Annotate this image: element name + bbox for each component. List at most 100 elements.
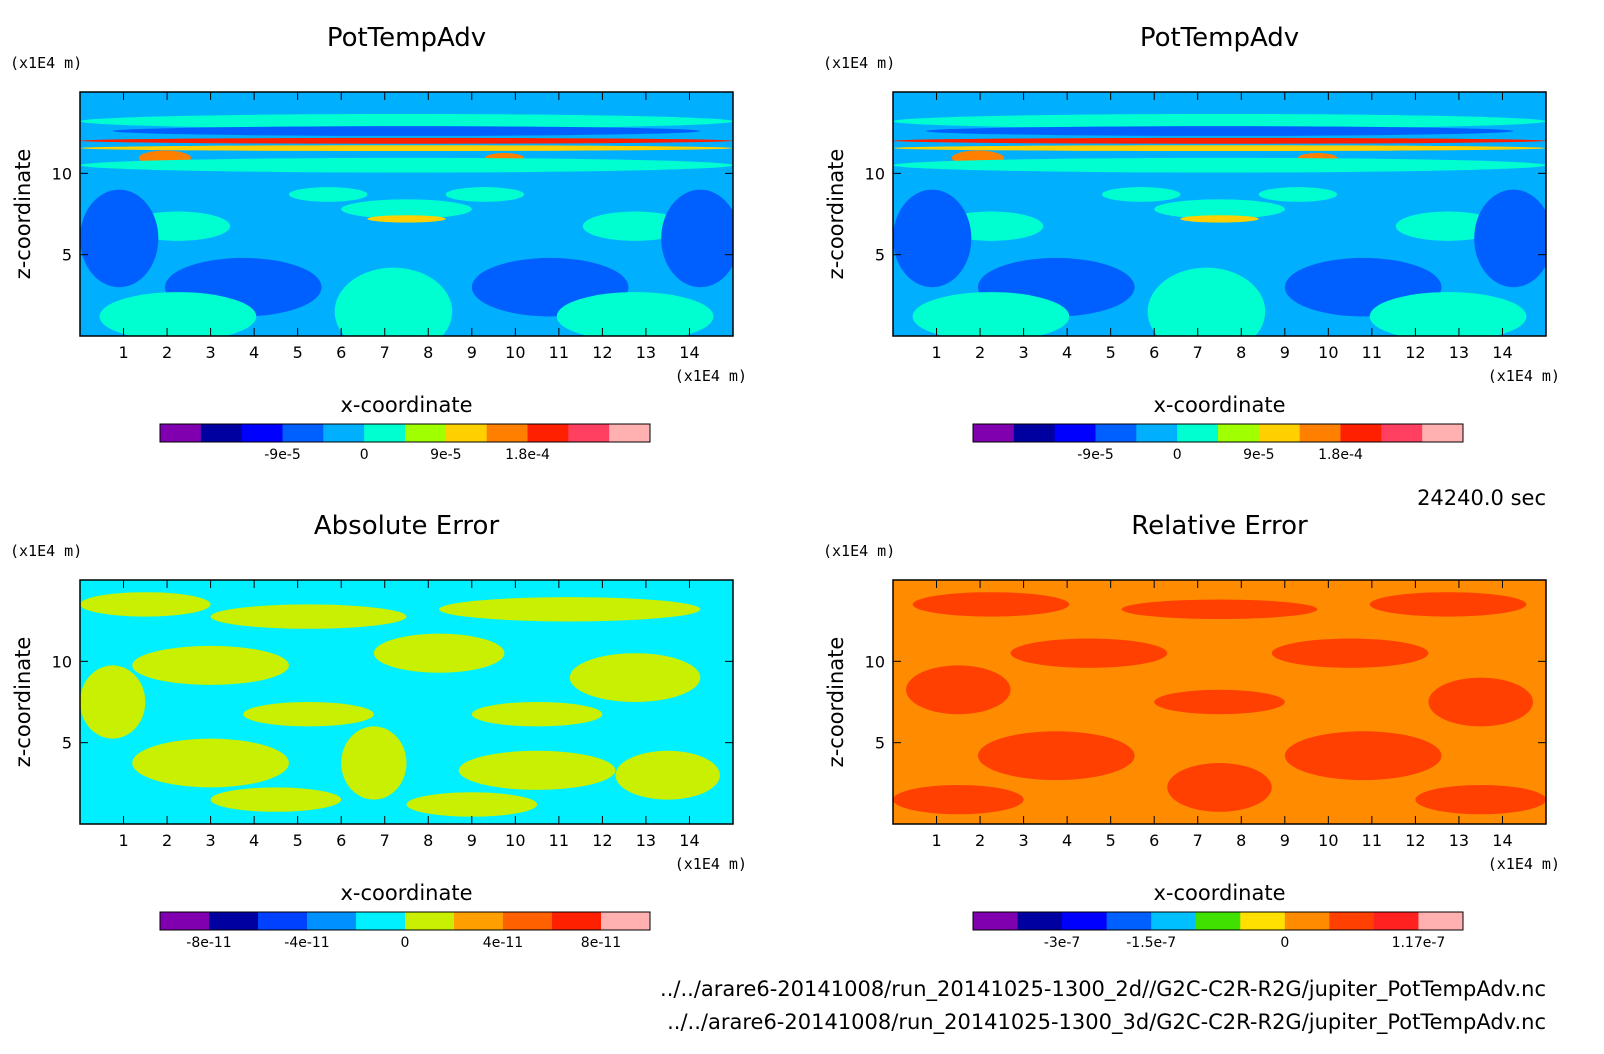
x-tick-label: 7	[380, 343, 390, 362]
x-tick-label: 6	[1149, 831, 1159, 850]
field-contour	[80, 157, 733, 173]
x-tick-label: 9	[1280, 831, 1290, 850]
colorbar-swatch	[1195, 912, 1241, 930]
plot-frame	[892, 579, 1547, 825]
colorbar-label: -3e-7	[1044, 935, 1081, 951]
x-tick-label: 5	[293, 343, 303, 362]
panel-title: PotTempAdv	[1140, 23, 1299, 53]
x-tick-label: 1	[118, 831, 128, 850]
x-unit-label: (x1E4 m)	[675, 367, 747, 385]
colorbar-swatch	[307, 912, 357, 930]
colorbar-label: 0	[1173, 447, 1182, 463]
field-pattern	[893, 113, 1546, 336]
colorbar-swatch	[1373, 912, 1419, 930]
y-tick-label: 10	[52, 164, 72, 183]
x-axis-label: x-coordinate	[1153, 881, 1285, 905]
field-contour	[893, 784, 1024, 815]
field-contour	[80, 137, 733, 144]
colorbar-label: 8e-11	[581, 935, 621, 951]
field-contour	[1369, 592, 1527, 617]
colorbar-label: 1.17e-7	[1392, 935, 1446, 951]
x-axis-label: x-coordinate	[340, 393, 472, 417]
field-contour	[912, 592, 1070, 617]
field-contour	[1258, 187, 1338, 202]
field-pattern	[80, 113, 733, 336]
colorbar-swatch	[1218, 424, 1260, 442]
y-unit-label: (x1E4 m)	[823, 542, 895, 560]
colorbar-frame	[159, 423, 651, 443]
x-tick-label: 11	[549, 831, 569, 850]
colorbar: -9e-5 0 9e-5 1.8e-4	[972, 423, 1464, 463]
x-tick-label: 6	[336, 831, 346, 850]
field-contour	[1369, 292, 1527, 336]
colorbar-swatch	[405, 912, 455, 930]
x-unit-label: (x1E4 m)	[675, 855, 747, 873]
colorbar-label: 9e-5	[430, 447, 461, 463]
colorbar: -8e-11 -4e-11 0 4e-11 8e-11	[159, 911, 651, 951]
x-tick-label: 8	[423, 343, 433, 362]
colorbar-label: 1.8e-4	[505, 447, 550, 463]
colorbar-swatch	[1240, 912, 1286, 930]
colorbar-label: -9e-5	[1077, 447, 1114, 463]
x-tick-label: 3	[206, 831, 216, 850]
y-tick-label: 5	[62, 734, 72, 753]
colorbar-swatch	[200, 424, 243, 442]
y-tick-label: 5	[875, 246, 885, 265]
panel-4: Relative Error(x1E4 m)1 2 3 4 5 6 7 8 9 10 11 12 13 1…	[823, 511, 1560, 951]
x-tick-label: 8	[423, 831, 433, 850]
x-tick-label: 7	[380, 831, 390, 850]
colorbar-label: 0	[1280, 935, 1289, 951]
colorbar-swatch	[1299, 424, 1341, 442]
field-contour	[1271, 638, 1429, 668]
colorbar-swatch	[1017, 912, 1063, 930]
colorbar-label: -8e-11	[186, 935, 231, 951]
field-contour	[912, 292, 1070, 336]
y-axis-label: z-coordinate	[824, 637, 848, 768]
x-tick-label: 12	[1405, 831, 1425, 850]
colorbar-frame	[972, 423, 1464, 443]
field-contour	[112, 126, 701, 136]
field-contour	[1395, 211, 1501, 241]
x-tick-label: 9	[1280, 343, 1290, 362]
y-axis-label: z-coordinate	[11, 637, 35, 768]
field-contour	[615, 750, 720, 800]
x-tick-label: 1	[118, 343, 128, 362]
field-contour	[334, 267, 453, 336]
colorbar-swatch	[527, 424, 569, 442]
x-tick-label: 13	[636, 343, 656, 362]
colorbar-label: 0	[401, 935, 410, 951]
field-contour	[977, 731, 1135, 781]
x-tick-label: 4	[1062, 343, 1072, 362]
colorbar-swatch	[973, 912, 1019, 930]
colorbar-swatch	[1054, 424, 1096, 442]
colorbar-label: 1.8e-4	[1318, 447, 1363, 463]
x-tick-label: 13	[1449, 343, 1469, 362]
colorbar: -9e-5 0 9e-5 1.8e-4	[159, 423, 651, 463]
x-tick-label: 12	[592, 831, 612, 850]
x-tick-label: 2	[162, 831, 172, 850]
field-contour	[458, 750, 616, 790]
x-tick-label: 10	[505, 831, 525, 850]
colorbar-label: -1.5e-7	[1126, 935, 1176, 951]
field-contour	[1284, 731, 1442, 781]
y-axis-label: z-coordinate	[11, 149, 35, 280]
x-tick-label: 7	[1193, 831, 1203, 850]
colorbar: -3e-7 -1.5e-7 0 1.17e-7	[972, 911, 1464, 951]
x-axis-label: x-coordinate	[340, 881, 472, 905]
field-contour	[99, 292, 257, 336]
field-contour	[1101, 187, 1181, 202]
footer-file-3d: ../../arare6-20141008/run_20141025-1300_…	[667, 1010, 1546, 1035]
x-tick-label: 10	[1318, 831, 1338, 850]
colorbar-label: 0	[360, 447, 369, 463]
y-tick-label: 10	[52, 652, 72, 671]
colorbar-swatch	[1284, 912, 1330, 930]
colorbar-swatch	[241, 424, 283, 442]
x-tick-label: 13	[636, 831, 656, 850]
field-contour	[1010, 638, 1168, 668]
field-contour	[288, 187, 368, 202]
x-tick-label: 8	[1236, 343, 1246, 362]
field-contour	[893, 137, 1546, 144]
panel-title: Absolute Error	[314, 511, 500, 541]
panel-1: PotTempAdv(x1E4 m)1 2 3 4 5 6 7 8 9 10 11 12 13 14510…	[10, 23, 747, 463]
field-contour	[582, 211, 688, 241]
